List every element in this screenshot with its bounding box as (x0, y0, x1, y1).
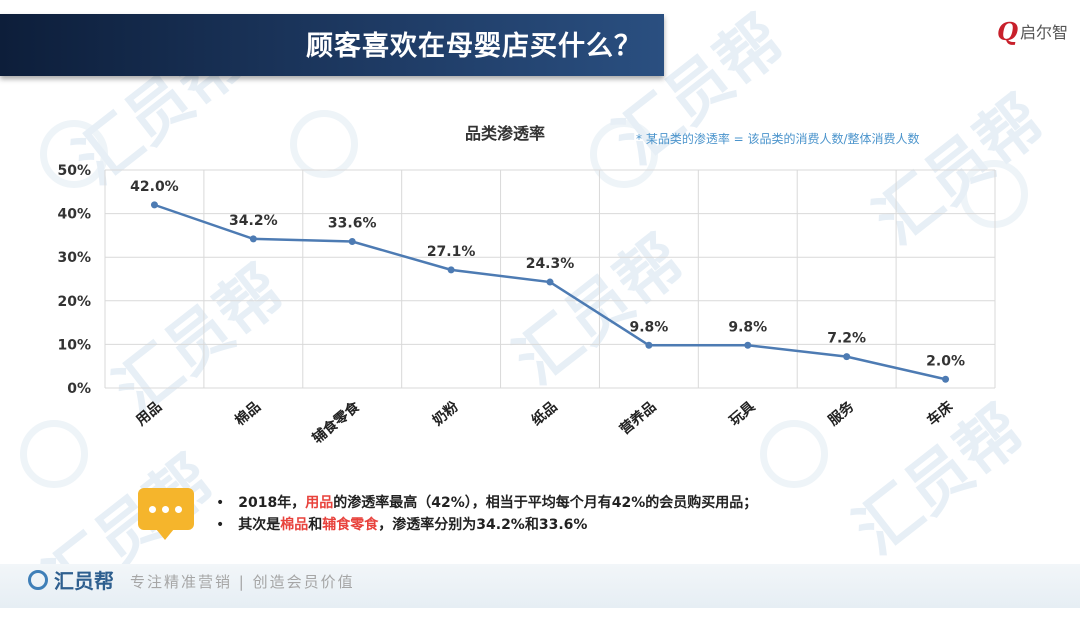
logo-mark: Q (997, 16, 1018, 46)
footer-logo: 汇员帮 (28, 565, 114, 594)
x-tick-label: 纸品 (528, 398, 560, 429)
page-title: 顾客喜欢在母婴店买什么？ (306, 31, 642, 62)
data-point (348, 238, 356, 246)
data-label: 2.0% (926, 353, 965, 369)
x-tick-label: 用品 (133, 399, 165, 429)
x-tick-label: 营养品 (616, 398, 659, 438)
x-tick-label: 辅食零食 (309, 397, 364, 447)
data-label: 33.6% (328, 216, 377, 232)
logo-text: 启尔智 (1019, 23, 1068, 42)
data-label: 27.1% (427, 244, 476, 260)
data-point (249, 235, 257, 243)
chart-title: 品类渗透率 (464, 124, 545, 143)
data-point (645, 341, 653, 349)
highlight-text: 用品 (305, 495, 334, 511)
bullet-text: ，渗透率分别为34.2%和33.6% (378, 517, 588, 533)
title-banner: 顾客喜欢在母婴店买什么？ (0, 14, 664, 76)
chat-bubble-icon (138, 488, 194, 540)
bullet-text: 其次是 (238, 517, 281, 533)
x-tick-label: 奶粉 (429, 398, 461, 429)
data-label: 24.3% (526, 256, 575, 272)
footer-brand: 汇员帮 (54, 569, 114, 593)
bullet-mark: • (216, 517, 225, 533)
data-label: 9.8% (629, 319, 668, 335)
bullet-text: 和 (308, 517, 323, 533)
bullet-text: 2018年， (238, 495, 306, 511)
x-tick-label: 车床 (924, 397, 957, 429)
y-tick-label: 0% (67, 381, 91, 397)
data-label: 7.2% (827, 331, 866, 347)
data-point (942, 375, 950, 383)
x-tick-label: 玩具 (727, 399, 759, 429)
brand-logo: Q 启尔智 (997, 16, 1068, 46)
footer-slogan: 专注精准营销 | 创造会员价值 (130, 573, 355, 591)
footer-bar: 汇员帮 专注精准营销 | 创造会员价值 (0, 564, 1080, 608)
y-tick-label: 50% (57, 163, 91, 179)
bullet-mark: • (216, 495, 225, 511)
x-tick-label: 棉品 (232, 398, 264, 429)
x-tick-label: 服务 (825, 397, 858, 429)
bubble-dot (175, 506, 182, 513)
formula-note: * 某品类的渗透率 = 该品类的消费人数/整体消费人数 (636, 132, 920, 146)
y-tick-label: 30% (57, 250, 91, 266)
data-label: 34.2% (229, 213, 278, 229)
y-tick-label: 10% (57, 337, 91, 353)
y-tick-label: 20% (57, 294, 91, 310)
highlight-text: 棉品 (280, 517, 309, 533)
bubble-dot (149, 506, 156, 513)
data-point (447, 266, 455, 274)
data-point (843, 353, 851, 361)
bullet-item: • 2018年，用品的渗透率最高（42%），相当于平均每个月有42%的会员购买用品… (216, 492, 757, 512)
series-line (154, 203, 946, 381)
data-point (546, 278, 554, 286)
brand-swirl-icon (28, 569, 48, 590)
bubble-dot (162, 506, 169, 513)
bullet-item: • 其次是棉品和辅食零食，渗透率分别为34.2%和33.6% (216, 514, 587, 534)
bullet-text: 的渗透率最高（42%），相当于平均每个月有42%的会员购买用品； (333, 495, 758, 511)
data-point (744, 341, 752, 349)
data-label: 9.8% (728, 319, 767, 335)
y-tick-label: 40% (57, 207, 91, 223)
data-point (150, 201, 158, 209)
data-label: 42.0% (130, 179, 179, 195)
line-chart: 0% 10% 20% 30% 40% 50% 42.0% 34.2% 33.6% 27.1% 24.… (57, 163, 996, 447)
highlight-text: 辅食零食 (322, 517, 379, 533)
